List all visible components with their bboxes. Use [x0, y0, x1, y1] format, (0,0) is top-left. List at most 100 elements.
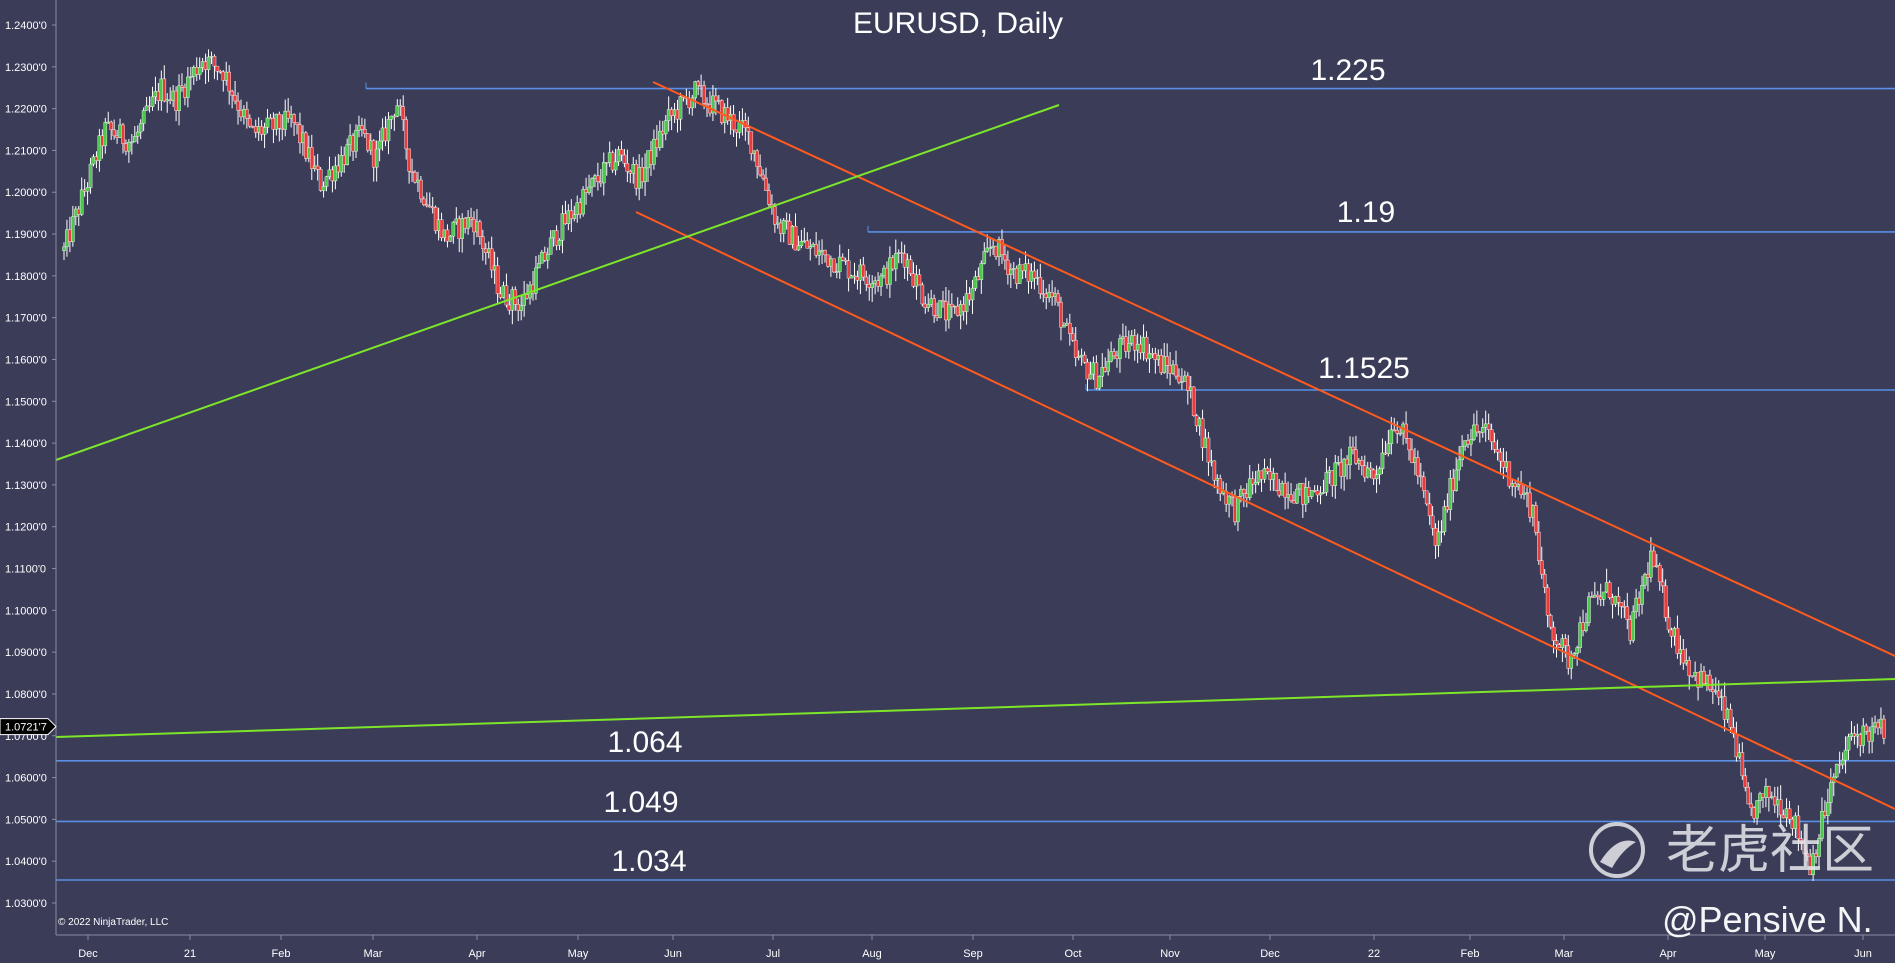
candle-down — [787, 221, 792, 245]
candle-down — [885, 267, 889, 285]
candle-down — [584, 189, 588, 193]
candle-up — [926, 304, 931, 308]
candle-down — [1144, 336, 1149, 360]
candle-up — [1593, 594, 1597, 598]
candle-down — [1551, 626, 1556, 641]
candle-down — [826, 254, 830, 267]
candle-up — [1840, 759, 1845, 766]
candle-down — [1451, 478, 1456, 491]
candle-up — [1239, 489, 1243, 497]
candle-down — [1767, 786, 1771, 798]
candle-up — [130, 141, 134, 144]
candle-down — [542, 252, 547, 261]
candle-down — [100, 135, 105, 147]
candle-up — [982, 251, 987, 264]
candle-up — [97, 135, 102, 161]
candle-up — [958, 304, 963, 316]
candle-down — [304, 132, 308, 159]
candle-up — [283, 110, 288, 130]
candle-up — [896, 252, 901, 254]
candle-up — [1109, 351, 1113, 362]
x-tick-label: Jun — [664, 948, 682, 960]
candle-up — [658, 130, 662, 148]
candle-up — [135, 131, 140, 137]
current-price-label: 1.0721'7 — [5, 722, 47, 734]
candle-down — [578, 202, 582, 215]
candle-down — [1637, 597, 1641, 605]
candle-down — [245, 109, 249, 119]
candle-down — [1165, 356, 1169, 366]
candle-down — [469, 217, 473, 220]
x-tick-label: Apr — [468, 948, 485, 960]
candle-up — [1649, 550, 1653, 578]
candle-down — [778, 222, 783, 234]
candle-down — [941, 300, 945, 302]
candle-down — [94, 156, 99, 161]
candle-up — [348, 135, 352, 145]
candle-down — [507, 304, 512, 311]
tiger-stripe-icon — [1600, 840, 1636, 868]
candle-down — [1085, 362, 1090, 380]
candle-up — [1834, 763, 1839, 778]
candle-down — [1020, 264, 1025, 272]
candle-down — [1734, 733, 1739, 758]
candle-up — [307, 147, 311, 159]
candle-up — [103, 122, 108, 147]
candle-down — [731, 114, 736, 131]
candle-up — [1324, 472, 1329, 493]
candle-down — [218, 71, 223, 73]
candle-up — [1029, 270, 1034, 282]
candle-up — [165, 99, 170, 102]
candle-up — [1817, 838, 1821, 857]
candle-down — [1383, 452, 1388, 455]
candle-down — [899, 252, 904, 254]
candle-up — [1522, 492, 1526, 495]
candle-down — [1351, 446, 1355, 450]
candle-up — [870, 283, 874, 288]
candle-up — [1604, 582, 1609, 593]
candle-down — [702, 85, 706, 104]
candle-up — [224, 71, 229, 81]
candle-up — [395, 105, 400, 117]
candle-down — [109, 121, 113, 131]
candle-down — [749, 131, 754, 154]
level-label: 1.034 — [611, 845, 686, 878]
candle-down — [649, 150, 653, 165]
candle-up — [593, 175, 597, 179]
candle-up — [1100, 367, 1105, 377]
candle-up — [339, 155, 344, 173]
candle-down — [1424, 490, 1429, 505]
candle-up — [1011, 268, 1016, 270]
candle-down — [1743, 775, 1748, 788]
candle-up — [1640, 585, 1644, 605]
candle-down — [481, 236, 485, 250]
candle-down — [1153, 353, 1158, 360]
candle-down — [1610, 597, 1615, 605]
candle-up — [1770, 796, 1774, 799]
candle-up — [1009, 269, 1013, 275]
candle-down — [1070, 333, 1075, 341]
candle-down — [1250, 478, 1255, 485]
candle-up — [587, 186, 591, 193]
candle-up — [737, 122, 742, 133]
candle-down — [342, 155, 347, 166]
candle-down — [76, 208, 81, 215]
candle-down — [1392, 429, 1397, 432]
candle-up — [1849, 733, 1854, 737]
candle-up — [1719, 696, 1724, 698]
candle-down — [1513, 483, 1518, 488]
candle-down — [1124, 336, 1128, 352]
candle-up — [1017, 264, 1022, 284]
candle-down — [168, 99, 172, 101]
y-tick-label: 1.2000'0 — [5, 187, 47, 199]
candle-down — [259, 126, 264, 135]
candle-down — [1244, 493, 1249, 498]
y-tick-label: 1.1500'0 — [5, 396, 47, 408]
candle-up — [460, 218, 464, 239]
candle-down — [1265, 468, 1270, 472]
trend-line-upper-channel — [652, 81, 1895, 657]
candle-up — [377, 140, 382, 150]
candle-down — [634, 164, 639, 189]
candle-down — [1174, 364, 1178, 377]
candle-up — [1156, 355, 1161, 360]
